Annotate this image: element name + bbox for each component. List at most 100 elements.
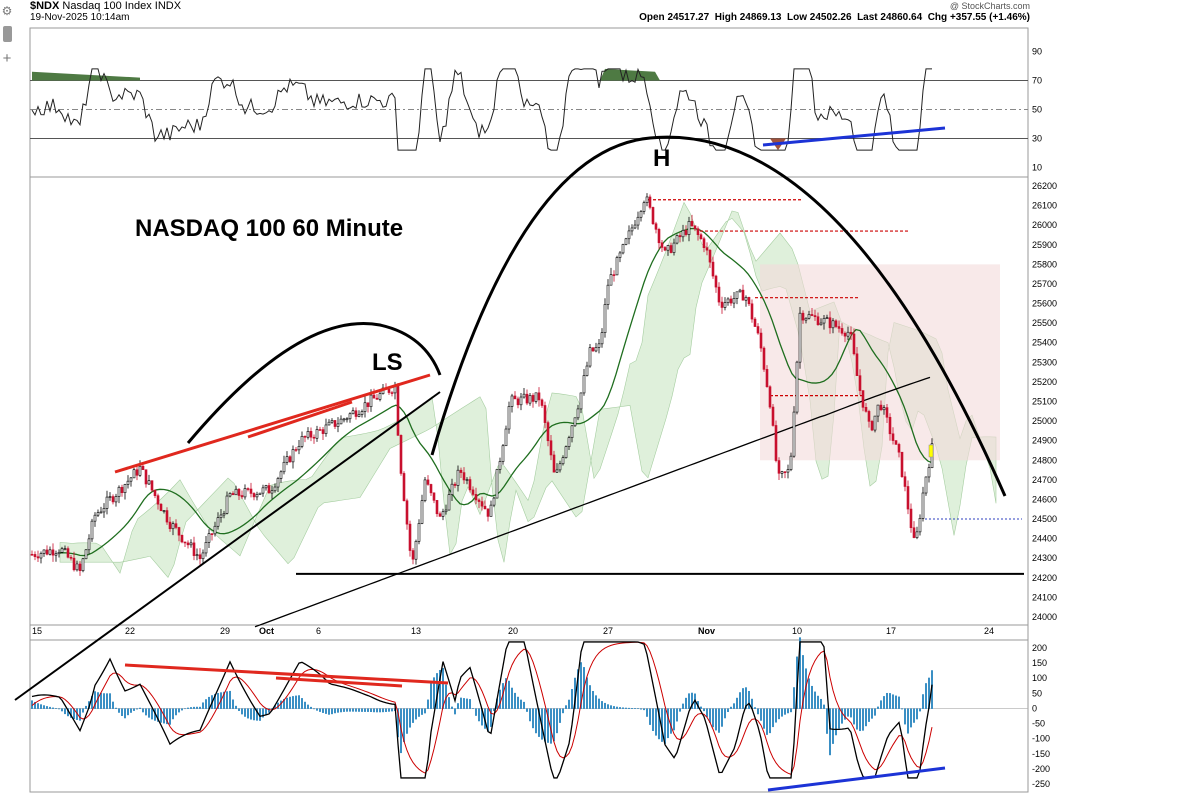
price-candle-body	[885, 407, 889, 418]
macd-histogram-bar	[52, 707, 54, 709]
price-candle-body	[843, 332, 847, 337]
price-candle-body	[525, 393, 529, 404]
price-candle-body	[594, 347, 598, 352]
price-tick-label: 24800	[1032, 455, 1057, 465]
left-shoulder-arc	[186, 322, 442, 444]
macd-histogram-bar	[157, 708, 159, 722]
macd-histogram-bar	[76, 708, 78, 720]
price-candle-body	[777, 460, 781, 474]
price-tick-label: 25500	[1032, 318, 1057, 328]
price-candle-body	[639, 211, 643, 218]
price-candle-body	[684, 230, 688, 235]
price-candle-body	[336, 423, 340, 427]
price-candle-body	[216, 517, 220, 527]
macd-histogram-bar	[724, 708, 726, 719]
price-candle-body	[117, 486, 121, 497]
price-candle-body	[183, 541, 187, 544]
macd-histogram-bar	[49, 706, 51, 709]
price-candle-body	[873, 415, 877, 431]
macd-histogram-bar	[97, 692, 99, 709]
macd-histogram-bar	[388, 708, 390, 712]
macd-histogram-bar	[631, 708, 633, 709]
macd-histogram-bar	[673, 708, 675, 731]
price-candle-body	[345, 418, 349, 421]
price-candle-body	[228, 493, 232, 497]
price-candle-body	[720, 301, 724, 308]
price-candle-body	[405, 500, 409, 525]
price-candle-body	[174, 523, 178, 528]
price-candle-body	[801, 312, 805, 321]
macd-histogram-bar	[877, 706, 879, 709]
macd-tick-label: 200	[1032, 643, 1047, 653]
price-candle-body	[828, 317, 832, 329]
macd-histogram-bar	[742, 688, 744, 709]
price-candle-body	[135, 469, 139, 476]
price-candle-body	[96, 512, 100, 516]
price-tick-label: 25100	[1032, 397, 1057, 407]
price-candle-body	[624, 238, 628, 245]
price-candle-body	[711, 261, 715, 277]
macd-histogram-bar	[382, 708, 384, 713]
macd-histogram-bar	[811, 685, 813, 709]
price-candle-body	[102, 508, 106, 513]
macd-histogram-bar	[466, 698, 468, 709]
macd-histogram-bar	[865, 708, 867, 727]
price-candle-body	[876, 404, 880, 417]
price-candle-body	[573, 417, 577, 427]
price-candle-body	[267, 485, 271, 494]
macd-histogram-bar	[676, 708, 678, 722]
price-candle-body	[762, 347, 766, 370]
macd-histogram-bar	[292, 696, 294, 709]
macd-histogram-bar	[370, 708, 372, 713]
price-candle-body	[555, 469, 559, 473]
plus-icon[interactable]: +	[2, 50, 12, 67]
price-tick-label: 25200	[1032, 377, 1057, 387]
price-candle-body	[372, 394, 376, 399]
macd-histogram-bar	[277, 702, 279, 709]
gear-icon[interactable]: ⚙	[1, 4, 13, 18]
macd-histogram-bar	[568, 699, 570, 709]
macd-histogram-bar	[670, 708, 672, 734]
macd-histogram-bar	[928, 677, 930, 709]
macd-histogram-bar	[643, 708, 645, 711]
macd-histogram-bar	[889, 693, 891, 709]
macd-histogram-bar	[397, 708, 399, 738]
macd-histogram-bar	[691, 692, 693, 709]
macd-histogram-bar	[925, 683, 927, 709]
macd-histogram-bar	[823, 704, 825, 709]
price-candle-body	[804, 317, 808, 321]
macd-histogram-bar	[436, 673, 438, 709]
macd-histogram-bar	[367, 708, 369, 712]
macd-histogram-bar	[460, 697, 462, 709]
macd-histogram-bar	[37, 703, 39, 709]
macd-tick-label: 100	[1032, 673, 1047, 683]
price-candle-body	[504, 428, 508, 447]
panel-icon[interactable]	[0, 26, 14, 42]
macd-histogram-bar	[307, 704, 309, 709]
price-tick-label: 24200	[1032, 573, 1057, 583]
price-candle-body	[603, 304, 607, 333]
price-candle-body	[846, 331, 850, 337]
price-candle-body	[309, 431, 313, 438]
macd-tick-label: 150	[1032, 658, 1047, 668]
price-candle-body	[438, 513, 442, 517]
macd-histogram-bar	[904, 708, 906, 725]
macd-histogram-bar	[679, 708, 681, 712]
macd-histogram-bar	[82, 708, 84, 713]
macd-histogram-bar	[349, 708, 351, 712]
macd-histogram-bar	[535, 708, 537, 734]
macd-histogram-bar	[562, 708, 564, 714]
price-candle-body	[486, 508, 490, 517]
macd-divergence-line	[124, 663, 449, 685]
price-candle-body	[87, 538, 91, 551]
macd-histogram-bar	[85, 705, 87, 709]
price-candle-body	[147, 480, 151, 485]
macd-histogram-bar	[151, 708, 153, 720]
macd-histogram-bar	[226, 691, 228, 709]
macd-histogram-bar	[538, 708, 540, 737]
price-candle-body	[291, 449, 295, 463]
macd-histogram-bar	[190, 707, 192, 709]
macd-histogram-bar	[736, 697, 738, 709]
open-label: Open	[639, 12, 665, 23]
macd-histogram-bar	[316, 708, 318, 711]
